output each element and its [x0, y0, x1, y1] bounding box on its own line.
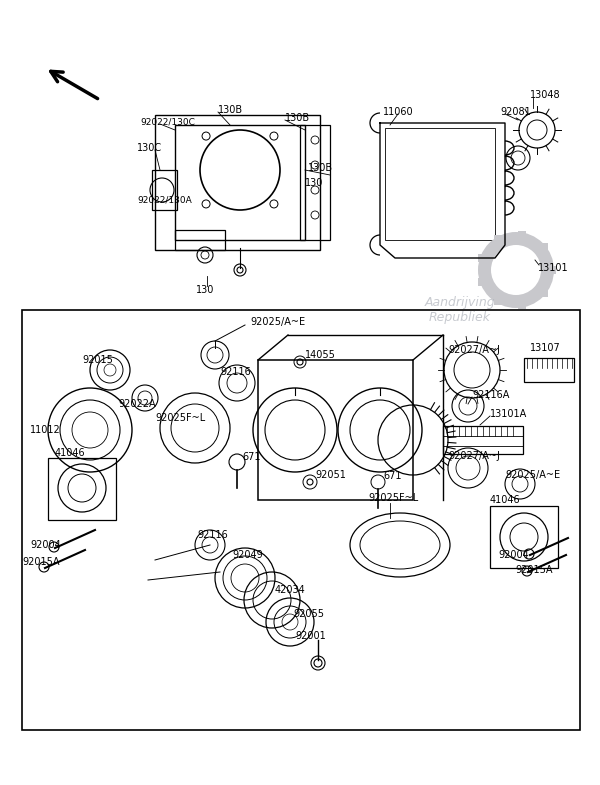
- Text: 41046: 41046: [55, 448, 86, 458]
- Text: 92049: 92049: [232, 550, 263, 560]
- Text: 130C: 130C: [137, 143, 162, 153]
- Text: 42034: 42034: [275, 585, 306, 595]
- Bar: [258, 360, 413, 500]
- Text: 41046: 41046: [490, 495, 521, 505]
- Text: 92116: 92116: [197, 530, 228, 540]
- Bar: [175, 125, 305, 240]
- Text: 13101: 13101: [538, 263, 569, 273]
- Circle shape: [478, 232, 554, 308]
- Text: 92027/A~J: 92027/A~J: [448, 451, 500, 461]
- Text: 92022/130A: 92022/130A: [137, 195, 192, 205]
- Text: 92051: 92051: [315, 470, 346, 480]
- Text: 13101A: 13101A: [490, 409, 527, 419]
- Bar: [518, 231, 526, 239]
- Bar: [539, 243, 548, 251]
- Bar: [385, 128, 495, 240]
- Text: 92004: 92004: [30, 540, 61, 550]
- Bar: [152, 170, 177, 210]
- Bar: [494, 235, 502, 243]
- Text: 92015: 92015: [82, 355, 113, 365]
- Text: 92025/A~E: 92025/A~E: [250, 317, 305, 327]
- Text: 130: 130: [305, 178, 323, 188]
- Text: 92081: 92081: [500, 107, 531, 117]
- Bar: [478, 279, 486, 287]
- Text: 92116: 92116: [220, 367, 251, 377]
- Text: 130: 130: [196, 285, 214, 295]
- Bar: [22, 310, 580, 730]
- Text: 92015A: 92015A: [515, 565, 553, 575]
- Text: 92025/A~E: 92025/A~E: [505, 470, 560, 480]
- Text: 11012: 11012: [30, 425, 61, 435]
- Text: 92025F~L: 92025F~L: [155, 413, 205, 423]
- Bar: [443, 426, 523, 454]
- Text: 11060: 11060: [383, 107, 413, 117]
- Text: 130B: 130B: [218, 105, 243, 115]
- Text: 14055: 14055: [305, 350, 336, 360]
- Text: 671: 671: [383, 471, 401, 481]
- Bar: [539, 289, 548, 298]
- Bar: [300, 125, 330, 240]
- Text: 13107: 13107: [530, 343, 561, 353]
- Text: 130B: 130B: [285, 113, 310, 123]
- Bar: [518, 301, 526, 309]
- Bar: [490, 506, 558, 568]
- Text: 92015A: 92015A: [22, 557, 59, 567]
- Bar: [155, 115, 320, 250]
- Bar: [494, 298, 502, 305]
- Text: 92116A: 92116A: [472, 390, 509, 400]
- Text: 130B: 130B: [308, 163, 333, 173]
- Text: 92027/A~J: 92027/A~J: [448, 345, 500, 355]
- Text: 92001: 92001: [295, 631, 326, 641]
- Text: 13048: 13048: [530, 90, 560, 100]
- Text: 92025F~L: 92025F~L: [368, 493, 418, 503]
- Bar: [478, 254, 486, 261]
- Text: Aandrijving
Republiek: Aandrijving Republiek: [425, 296, 496, 324]
- Bar: [48, 458, 116, 520]
- Bar: [175, 230, 225, 250]
- Bar: [443, 436, 523, 446]
- Bar: [548, 266, 556, 274]
- Text: 92022/130C: 92022/130C: [140, 118, 195, 126]
- Text: 92055: 92055: [293, 609, 324, 619]
- Circle shape: [491, 245, 541, 295]
- Text: 92022A: 92022A: [118, 399, 155, 409]
- Text: 671: 671: [242, 452, 260, 462]
- Bar: [524, 358, 574, 382]
- Text: 92004: 92004: [498, 550, 529, 560]
